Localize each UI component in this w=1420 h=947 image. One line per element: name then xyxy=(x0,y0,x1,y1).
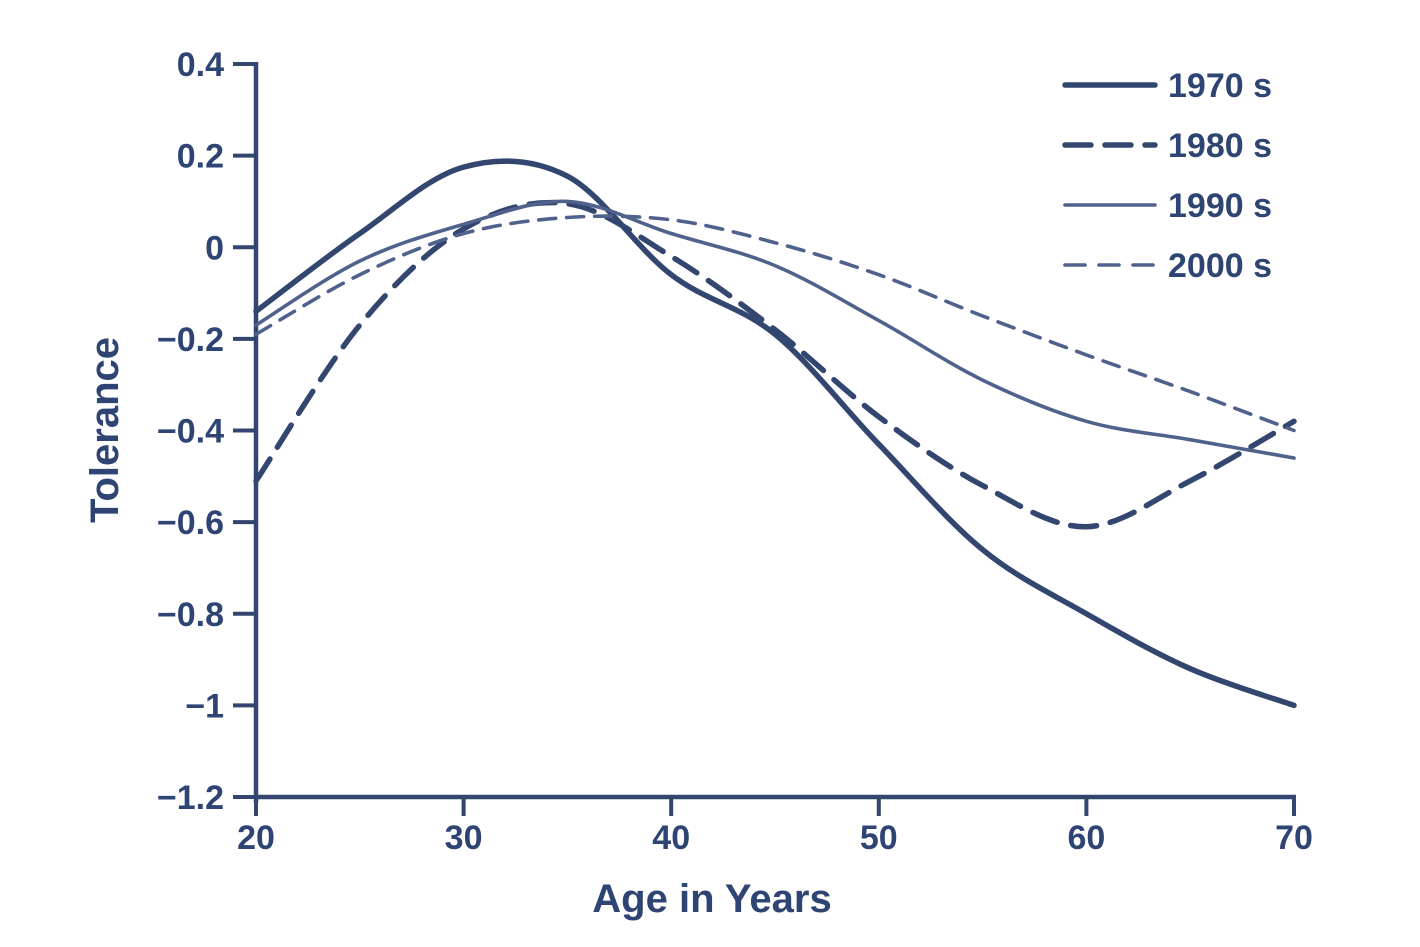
x-tick-label: 30 xyxy=(445,819,483,857)
y-axis-title: Tolerance xyxy=(83,337,127,523)
y-tick-label: −1 xyxy=(185,687,224,725)
y-tick-label: −0.4 xyxy=(157,413,224,451)
y-tick-label: 0.4 xyxy=(177,46,224,84)
y-tick-label: −0.8 xyxy=(157,596,224,634)
x-tick-label: 40 xyxy=(652,819,690,857)
y-tick-label: 0 xyxy=(205,229,224,267)
y-tick-label: 0.2 xyxy=(177,138,224,176)
x-tick-label: 60 xyxy=(1067,819,1105,857)
series-2000s-curve xyxy=(254,214,1296,433)
y-tick-label: −0.2 xyxy=(157,321,224,359)
y-tick-label: −1.2 xyxy=(157,779,224,817)
y-tick-label: −0.6 xyxy=(157,504,224,542)
x-tick-label: 20 xyxy=(237,819,275,857)
legend-item-1990s-label: 1990 s xyxy=(1168,187,1272,225)
legend-item-2000s-label: 2000 s xyxy=(1168,247,1272,285)
series-1970s-curve xyxy=(253,158,1297,709)
x-tick-label: 50 xyxy=(860,819,898,857)
legend-item-1970s-label: 1970 s xyxy=(1168,67,1272,105)
series-1980s-curve xyxy=(253,199,1297,530)
legend-item-1980s-label: 1980 s xyxy=(1168,127,1272,165)
x-axis-title: Age in Years xyxy=(592,877,831,921)
x-tick-label: 70 xyxy=(1275,819,1313,857)
series-1990s-curve xyxy=(254,199,1296,460)
